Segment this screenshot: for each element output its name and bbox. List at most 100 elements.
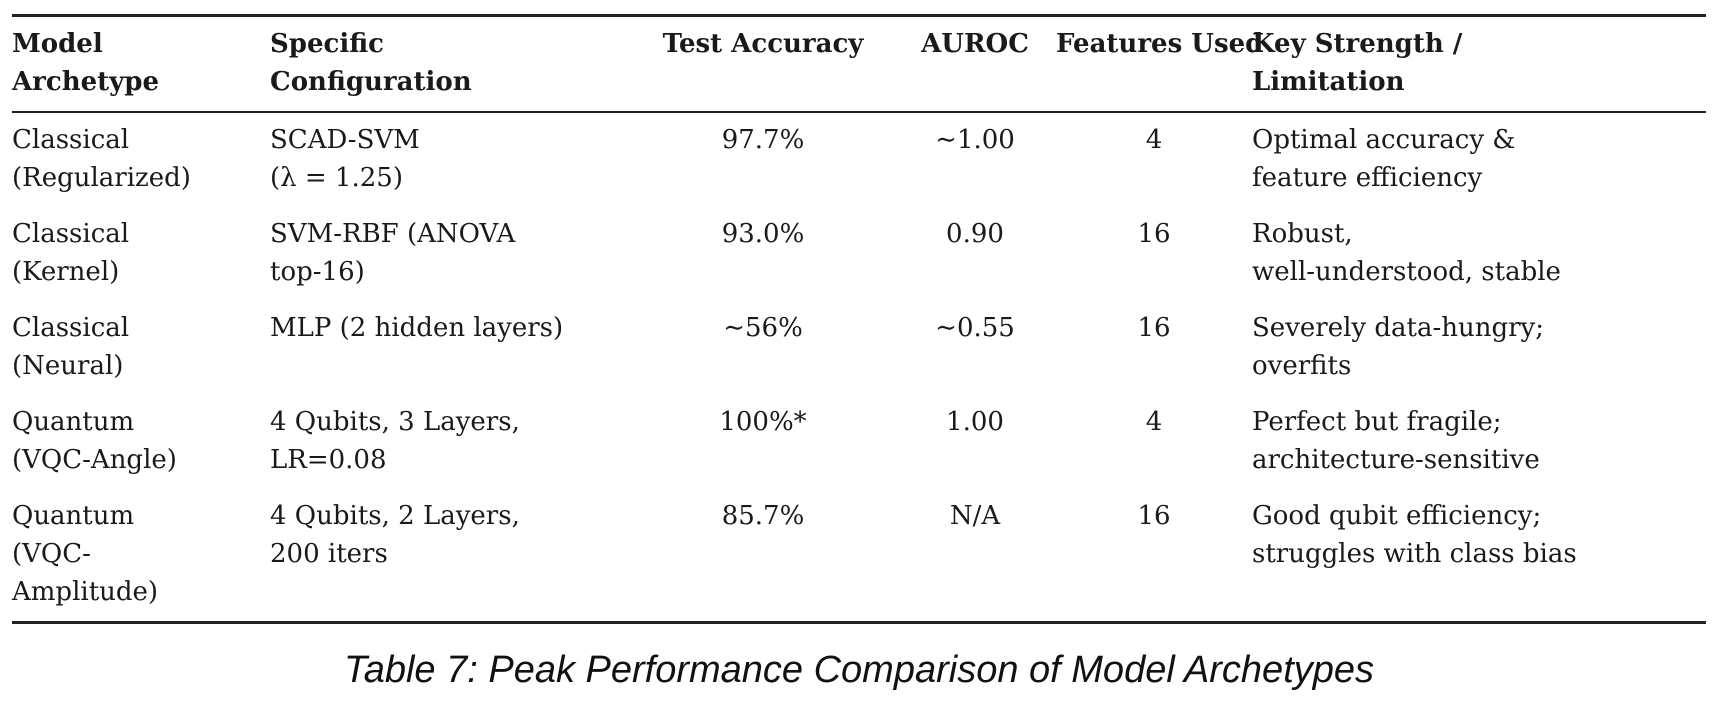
cell-features-used: 16 [1056, 207, 1252, 301]
cell-text: 85.7% [721, 501, 805, 531]
cell-text: Quantum [12, 407, 135, 437]
cell-text: (Regularized) [12, 163, 191, 193]
cell-text: Optimal accuracy & [1252, 125, 1516, 155]
cell-text: Perfect but fragile; [1252, 407, 1502, 437]
cell-test-accuracy: 97.7% [632, 113, 894, 207]
cell-text: SVM-RBF (ANOVA [270, 219, 516, 249]
cell-text: Classical [12, 219, 130, 249]
cell-text: 16 [1137, 501, 1171, 531]
header-key-strength-limitation: Key Strength / Limitation [1252, 17, 1706, 111]
cell-archetype: Classical (Neural) [12, 301, 270, 395]
cell-auroc: N/A [894, 489, 1056, 621]
cell-features-used: 16 [1056, 301, 1252, 395]
cell-configuration: 4 Qubits, 2 Layers, 200 iters [270, 489, 632, 621]
table-row: Classical (Kernel) SVM-RBF (ANOVA top-16… [12, 207, 1706, 301]
header-text: Specific [270, 29, 384, 59]
cell-text: Good qubit efficiency; [1252, 501, 1542, 531]
cell-key-strength: Robust, well-understood, stable [1252, 207, 1706, 301]
cell-key-strength: Perfect but fragile; architecture-sensit… [1252, 395, 1706, 489]
header-auroc: AUROC [894, 17, 1056, 111]
cell-configuration: 4 Qubits, 3 Layers, LR=0.08 [270, 395, 632, 489]
cell-text: 1.00 [946, 407, 1004, 437]
cell-test-accuracy: ∼56% [632, 301, 894, 395]
model-comparison-table: Model Archetype Specific Configuration T… [12, 17, 1706, 621]
cell-auroc: ∼0.55 [894, 301, 1056, 395]
header-text: AUROC [921, 29, 1029, 59]
cell-text: top-16) [270, 257, 365, 287]
table-row: Quantum (VQC-Angle) 4 Qubits, 3 Layers, … [12, 395, 1706, 489]
table-row: Classical (Neural) MLP (2 hidden layers)… [12, 301, 1706, 395]
cell-text: overfits [1252, 351, 1352, 381]
cell-text: (Neural) [12, 351, 124, 381]
header-text: Configuration [270, 67, 472, 97]
cell-text: Amplitude) [12, 577, 159, 607]
cell-text: MLP (2 hidden layers) [270, 313, 564, 343]
cell-text: 97.7% [721, 125, 805, 155]
cell-key-strength: Good qubit efficiency; struggles with cl… [1252, 489, 1706, 621]
cell-test-accuracy: 100%* [632, 395, 894, 489]
header-text: Test Accuracy [662, 29, 864, 59]
cell-text: 100%* [719, 407, 807, 437]
cell-key-strength: Severely data-hungry; overfits [1252, 301, 1706, 395]
cell-features-used: 4 [1056, 113, 1252, 207]
cell-text: 93.0% [721, 219, 805, 249]
cell-text: Robust, [1252, 219, 1353, 249]
cell-text: 4 [1145, 407, 1163, 437]
header-text: Limitation [1252, 67, 1405, 97]
cell-text: (VQC- [12, 539, 91, 569]
cell-text: 16 [1137, 219, 1171, 249]
cell-text: 4 [1145, 125, 1163, 155]
cell-text: LR=0.08 [270, 445, 387, 475]
header-text: Model [12, 29, 103, 59]
cell-test-accuracy: 85.7% [632, 489, 894, 621]
header-features-used: Features Used [1056, 17, 1264, 111]
cell-archetype: Classical (Kernel) [12, 207, 270, 301]
cell-configuration: SVM-RBF (ANOVA top-16) [270, 207, 632, 301]
table-bottom-rule [12, 621, 1706, 624]
cell-archetype: Quantum (VQC-Angle) [12, 395, 270, 489]
cell-text: SCAD-SVM [270, 125, 420, 155]
comparison-table-wrapper: Model Archetype Specific Configuration T… [12, 14, 1706, 624]
table-row: Quantum (VQC- Amplitude) 4 Qubits, 2 Lay… [12, 489, 1706, 621]
cell-text: well-understood, stable [1252, 257, 1561, 287]
cell-text: feature efficiency [1252, 163, 1483, 193]
cell-key-strength: Optimal accuracy & feature efficiency [1252, 113, 1706, 207]
cell-archetype: Quantum (VQC- Amplitude) [12, 489, 270, 621]
cell-text: Severely data-hungry; [1252, 313, 1544, 343]
table-header-rule [12, 111, 1706, 113]
cell-text: Quantum [12, 501, 135, 531]
cell-text: N/A [949, 501, 1001, 531]
table-row: Classical (Regularized) SCAD-SVM (λ = 1.… [12, 113, 1706, 207]
cell-text: ∼56% [723, 313, 803, 343]
header-text: Key Strength / [1252, 29, 1463, 59]
cell-auroc: 1.00 [894, 395, 1056, 489]
cell-text: Classical [12, 313, 130, 343]
table-top-rule [12, 14, 1706, 17]
cell-configuration: MLP (2 hidden layers) [270, 301, 632, 395]
cell-auroc: ∼1.00 [894, 113, 1056, 207]
header-specific-configuration: Specific Configuration [270, 17, 632, 111]
table-caption: Table 7: Peak Performance Comparison of … [343, 649, 1375, 691]
cell-text: (Kernel) [12, 257, 120, 287]
cell-text: (VQC-Angle) [12, 445, 177, 475]
cell-test-accuracy: 93.0% [632, 207, 894, 301]
cell-text: Classical [12, 125, 130, 155]
header-text: Archetype [12, 67, 159, 97]
cell-features-used: 4 [1056, 395, 1252, 489]
cell-text: 4 Qubits, 3 Layers, [270, 407, 520, 437]
cell-text: 0.90 [946, 219, 1004, 249]
header-text: Features Used [1056, 29, 1264, 59]
cell-text: struggles with class bias [1252, 539, 1577, 569]
cell-configuration: SCAD-SVM (λ = 1.25) [270, 113, 632, 207]
cell-text: ∼0.55 [935, 313, 1015, 343]
cell-auroc: 0.90 [894, 207, 1056, 301]
cell-text: (λ = 1.25) [270, 163, 403, 193]
header-model-archetype: Model Archetype [12, 17, 270, 111]
cell-text: ∼1.00 [935, 125, 1015, 155]
cell-text: architecture-sensitive [1252, 445, 1540, 475]
table-header-row: Model Archetype Specific Configuration T… [12, 17, 1706, 111]
cell-text: 4 Qubits, 2 Layers, [270, 501, 520, 531]
cell-archetype: Classical (Regularized) [12, 113, 270, 207]
cell-features-used: 16 [1056, 489, 1252, 621]
cell-text: 16 [1137, 313, 1171, 343]
